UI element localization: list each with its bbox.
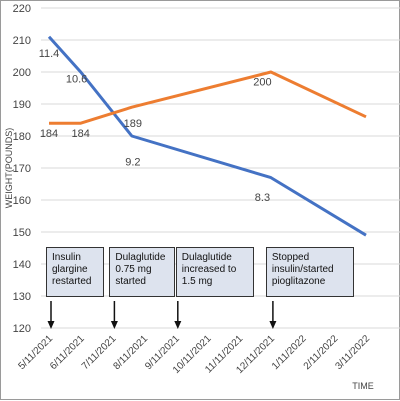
y-tick-label: 190	[13, 99, 31, 111]
y-tick-label: 170	[13, 163, 31, 175]
x-axis-label: TIME	[352, 381, 374, 391]
y-tick-label: 160	[13, 195, 31, 207]
y-tick-label: 140	[13, 259, 31, 271]
y-axis-label: WEIGHT(POUNDS)	[4, 128, 14, 209]
y-tick-label: 180	[13, 131, 31, 143]
annotation-arrow-head	[269, 321, 277, 329]
annotation-box: Dulaglutide increased to 1.5 mg	[175, 247, 254, 297]
annotation-arrow-head	[47, 321, 55, 329]
data-label: 9.2	[125, 157, 140, 169]
data-label: 184	[72, 128, 90, 140]
data-label: 8.3	[255, 192, 270, 204]
annotation-box: Insulin glargine restarted	[46, 247, 104, 297]
series-line-1	[47, 35, 367, 237]
y-tick-label: 130	[13, 291, 31, 303]
y-tick-label: 220	[13, 3, 31, 15]
data-label: 200	[253, 77, 271, 89]
annotation-box: Dulaglutide 0.75 mg started	[109, 247, 176, 297]
data-label: 10.6	[66, 73, 87, 85]
data-label: 11.4	[39, 48, 60, 60]
y-tick-label: 200	[13, 67, 31, 79]
y-tick-label: 120	[13, 323, 31, 335]
x-tick-label: 3/11/2022	[333, 333, 372, 372]
annotation-arrow-head	[174, 321, 182, 329]
y-tick-label: 210	[13, 35, 31, 47]
annotation-box: Stopped insulin/started pioglitazone	[265, 247, 354, 297]
data-label: 184	[40, 128, 58, 140]
annotation-arrow-head	[110, 321, 118, 329]
data-label: 189	[124, 118, 142, 130]
y-tick-label: 150	[13, 227, 31, 239]
series-line-2	[49, 70, 367, 125]
